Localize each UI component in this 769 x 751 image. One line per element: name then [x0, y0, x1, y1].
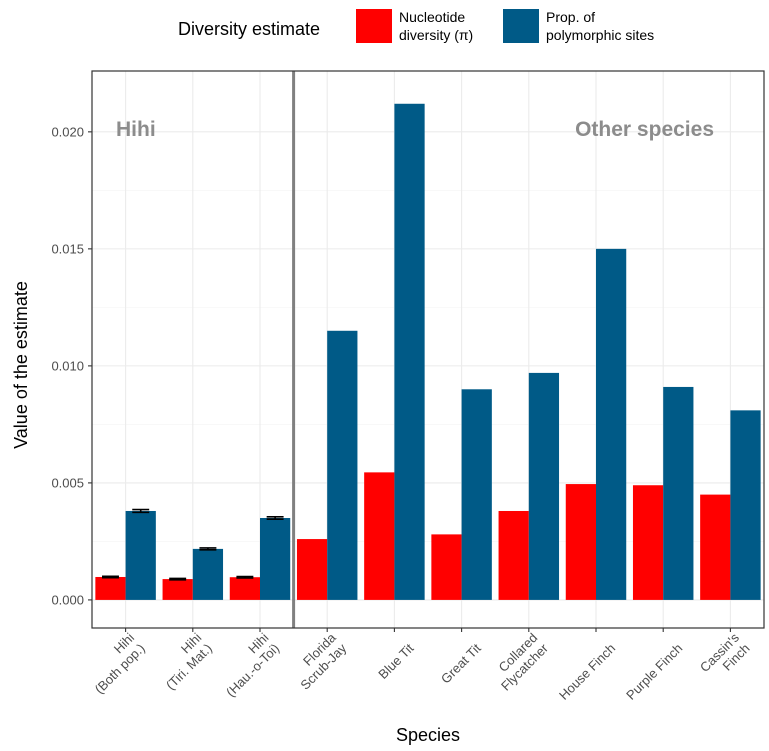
- y-axis: 0.000 0.005 0.010 0.015 0.020: [51, 124, 92, 607]
- bar-polymorphic-sites: [596, 248, 627, 600]
- bar-nucleotide-diversity: [229, 577, 260, 600]
- bar-nucleotide-diversity: [565, 484, 596, 600]
- bar-polymorphic-sites: [528, 372, 560, 600]
- bar-nucleotide-diversity: [162, 579, 193, 600]
- x-tick-label-line: Great Tit: [438, 640, 484, 686]
- y-tick-label: 0.000: [51, 592, 84, 607]
- legend-title: Diversity estimate: [178, 19, 320, 39]
- bar-polymorphic-sites: [125, 510, 156, 600]
- legend-swatch-polymorphic-sites: [503, 9, 539, 43]
- legend-label-line: Prop. of: [546, 9, 595, 25]
- bar-nucleotide-diversity: [296, 539, 328, 600]
- bar-polymorphic-sites: [394, 103, 425, 600]
- bar-nucleotide-diversity: [632, 485, 664, 600]
- bar-polymorphic-sites: [461, 389, 492, 600]
- bar-polymorphic-sites: [663, 386, 694, 600]
- bar-nucleotide-diversity: [431, 534, 462, 600]
- bar-polymorphic-sites: [730, 410, 761, 600]
- x-tick-label: Cassin'sFinch: [697, 630, 753, 686]
- bar-nucleotide-diversity: [700, 494, 731, 600]
- x-tick-label: Great Tit: [438, 640, 484, 686]
- bars: [95, 103, 761, 600]
- group-annotations: Hihi Other species: [116, 118, 714, 141]
- bar-nucleotide-diversity: [498, 510, 529, 600]
- y-tick-label: 0.010: [51, 358, 84, 373]
- legend: Diversity estimate Nucleotide diversity …: [178, 9, 654, 43]
- x-tick-label: House Finch: [556, 641, 618, 703]
- x-axis-title: Species: [396, 725, 460, 745]
- bar-nucleotide-diversity: [95, 576, 126, 600]
- plot-panel-border: [91, 70, 765, 629]
- x-tick-label: Hihi(Hau.-o-Toi): [212, 630, 282, 700]
- bar-polymorphic-sites: [192, 548, 224, 600]
- annotation-hihi: Hihi: [116, 118, 156, 141]
- y-tick-label: 0.015: [51, 241, 84, 256]
- x-axis: Hihi(Both pop.) Hihi(Tiri. Mat.) Hihi(Hau.…: [81, 628, 753, 703]
- y-axis-title: Value of the estimate: [11, 281, 31, 449]
- bar-polymorphic-sites: [260, 518, 291, 600]
- bar-nucleotide-diversity: [364, 472, 395, 600]
- bar-polymorphic-sites: [327, 330, 358, 600]
- legend-label-line: Nucleotide: [399, 9, 465, 25]
- x-tick-label-line: House Finch: [556, 641, 618, 703]
- x-tick-label: FloridaScrub-Jay: [287, 629, 350, 692]
- legend-label-nucleotide-diversity: Nucleotide diversity (π): [399, 9, 473, 43]
- x-tick-label: Blue Tit: [375, 640, 417, 682]
- legend-swatch-nucleotide-diversity: [356, 9, 392, 43]
- x-tick-label-line: Purple Finch: [623, 641, 685, 703]
- x-tick-label: Hihi(Tiri. Mat.): [152, 630, 215, 693]
- x-tick-label: CollaredFlycatcher: [487, 630, 551, 694]
- x-tick-label-line: Blue Tit: [375, 640, 417, 682]
- legend-label-line: polymorphic sites: [546, 27, 654, 43]
- legend-label-line: diversity (π): [399, 27, 473, 43]
- y-tick-label: 0.005: [51, 475, 84, 490]
- x-tick-label: Purple Finch: [623, 641, 685, 703]
- y-tick-label: 0.020: [51, 124, 84, 139]
- annotation-other-species: Other species: [575, 118, 714, 141]
- x-tick-label: Hihi(Both pop.): [81, 630, 148, 697]
- legend-label-polymorphic-sites: Prop. of polymorphic sites: [546, 9, 654, 43]
